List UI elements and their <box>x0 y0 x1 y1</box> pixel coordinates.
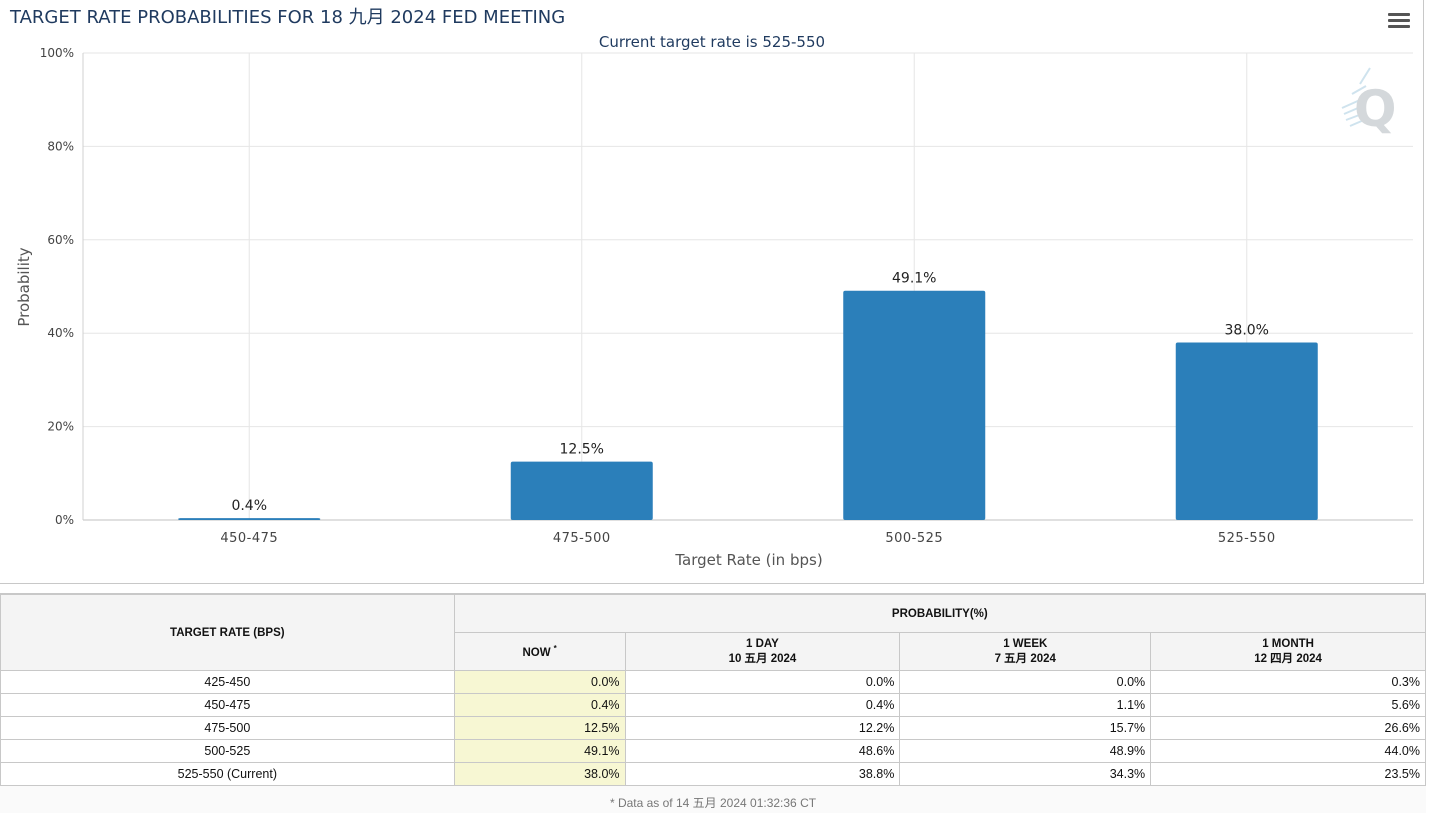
col-header-1-month: 1 MONTH 12 四月 2024 <box>1150 632 1426 671</box>
data-label: 0.4% <box>231 498 267 514</box>
month-date: 12 四月 2024 <box>1254 652 1322 665</box>
bar[interactable] <box>1175 342 1318 520</box>
col-header-now: NOW * <box>453 632 626 671</box>
week-cell: 15.7% <box>899 716 1152 740</box>
day-cell: 0.0% <box>624 670 901 694</box>
month-cell: 26.6% <box>1150 716 1426 740</box>
day-cell: 38.8% <box>624 762 901 786</box>
now-cell: 0.4% <box>453 693 626 717</box>
now-marker: * <box>553 644 557 654</box>
data-label: 38.0% <box>1225 323 1269 339</box>
x-tick-label: 450-475 <box>220 531 278 546</box>
x-axis-title: Target Rate (in bps) <box>674 551 822 569</box>
y-tick-label: 20% <box>47 420 74 434</box>
now-cell: 38.0% <box>453 762 626 786</box>
y-axis-title: Probability <box>15 247 33 326</box>
hamburger-menu-icon[interactable] <box>1388 13 1410 31</box>
day-cell: 0.4% <box>624 693 901 717</box>
rate-cell: 425-450 <box>0 670 455 694</box>
bar-chart: Current target rate is 525-550 0% 20% 40% 6… <box>15 33 1413 569</box>
probability-table: TARGET RATE (BPS) PROBABILITY(%) NOW * 1 … <box>0 594 1427 786</box>
day-cell: 48.6% <box>624 739 901 763</box>
day-label: 1 DAY <box>746 637 779 650</box>
y-tick-label: 60% <box>47 233 74 247</box>
bar[interactable] <box>843 290 986 520</box>
data-label: 12.5% <box>560 442 604 458</box>
month-cell: 0.3% <box>1150 670 1426 694</box>
data-label: 49.1% <box>892 271 936 287</box>
col-header-1-day: 1 DAY 10 五月 2024 <box>624 632 901 671</box>
y-tick-label: 40% <box>47 326 74 340</box>
data-timestamp-footnote: * Data as of 14 五月 2024 01:32:36 CT <box>609 796 817 810</box>
day-date: 10 五月 2024 <box>728 652 797 665</box>
chart-panel: TARGET RATE PROBABILITIES FOR 18 九月 2024… <box>0 0 1424 584</box>
rate-cell: 500-525 <box>0 739 455 763</box>
svg-text:Q: Q <box>1354 80 1397 136</box>
col-header-probability: PROBABILITY(%) <box>453 594 1427 633</box>
month-cell: 5.6% <box>1150 693 1426 717</box>
bar[interactable] <box>510 461 653 520</box>
now-cell: 0.0% <box>453 670 626 694</box>
table-row: 525-550 (Current) 38.0% 38.8% 34.3% 23.5… <box>0 762 1426 786</box>
x-tick-label: 525-550 <box>1218 531 1276 546</box>
table-row: 475-500 12.5% 12.2% 15.7% 26.6% <box>0 716 1426 740</box>
col-header-1-week: 1 WEEK 7 五月 2024 <box>899 632 1152 671</box>
month-label: 1 MONTH <box>1262 637 1314 650</box>
y-tick-label: 0% <box>55 513 74 527</box>
now-cell: 12.5% <box>453 716 626 740</box>
table-row: 500-525 49.1% 48.6% 48.9% 44.0% <box>0 739 1426 763</box>
col-header-target-rate: TARGET RATE (BPS) <box>0 594 455 671</box>
y-tick-label: 80% <box>47 139 74 153</box>
day-cell: 12.2% <box>624 716 901 740</box>
week-cell: 0.0% <box>899 670 1152 694</box>
x-tick-label: 500-525 <box>885 531 943 546</box>
week-cell: 1.1% <box>899 693 1152 717</box>
week-label: 1 WEEK <box>1003 637 1048 650</box>
table-row: 450-475 0.4% 0.4% 1.1% 5.6% <box>0 693 1426 717</box>
rate-cell: 525-550 (Current) <box>0 762 455 786</box>
week-date: 7 五月 2024 <box>994 652 1056 665</box>
quikstrike-logo-icon: Q <box>1341 67 1397 136</box>
month-cell: 23.5% <box>1150 762 1426 786</box>
now-label: NOW <box>522 646 551 659</box>
rate-cell: 475-500 <box>0 716 455 740</box>
week-cell: 34.3% <box>899 762 1152 786</box>
bar[interactable] <box>178 518 321 520</box>
chart-title: TARGET RATE PROBABILITIES FOR 18 九月 2024… <box>10 7 566 28</box>
month-cell: 44.0% <box>1150 739 1426 763</box>
x-tick-label: 475-500 <box>553 531 611 546</box>
probability-table-section: TARGET RATE (BPS) PROBABILITY(%) NOW * 1 … <box>0 593 1427 813</box>
table-row: 425-450 0.0% 0.0% 0.0% 0.3% <box>0 670 1426 694</box>
week-cell: 48.9% <box>899 739 1152 763</box>
y-tick-label: 100% <box>40 46 74 60</box>
now-cell: 49.1% <box>453 739 626 763</box>
chart-subtitle: Current target rate is 525-550 <box>599 33 825 51</box>
rate-cell: 450-475 <box>0 693 455 717</box>
